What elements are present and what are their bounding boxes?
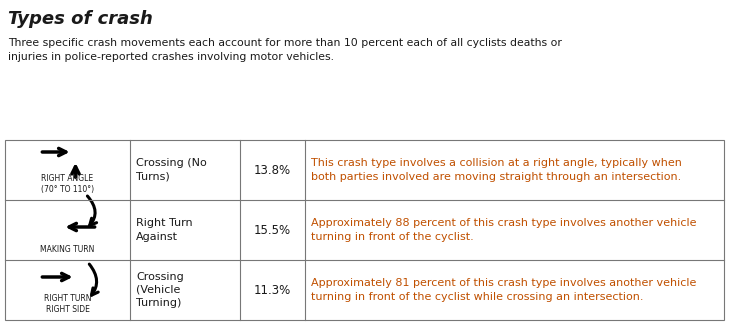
- Text: RIGHT TURN
RIGHT SIDE: RIGHT TURN RIGHT SIDE: [44, 294, 91, 314]
- Text: MAKING TURN: MAKING TURN: [40, 245, 95, 254]
- Text: Crossing (No
Turns): Crossing (No Turns): [136, 158, 207, 181]
- Text: Types of crash: Types of crash: [8, 10, 153, 28]
- Text: Right Turn
Against: Right Turn Against: [136, 218, 192, 242]
- Text: Crossing
(Vehicle
Turning): Crossing (Vehicle Turning): [136, 272, 184, 308]
- Text: Three specific crash movements each account for more than 10 percent each of all: Three specific crash movements each acco…: [8, 38, 562, 62]
- Text: Approximately 88 percent of this crash type involves another vehicle
turning in : Approximately 88 percent of this crash t…: [311, 218, 696, 242]
- Text: 11.3%: 11.3%: [254, 284, 291, 296]
- Text: This crash type involves a collision at a right angle, typically when
both parti: This crash type involves a collision at …: [311, 158, 682, 182]
- Text: 15.5%: 15.5%: [254, 224, 291, 237]
- Text: RIGHT ANGLE
(70° TO 110°): RIGHT ANGLE (70° TO 110°): [41, 174, 94, 194]
- Bar: [5, 140, 724, 320]
- Text: Approximately 81 percent of this crash type involves another vehicle
turning in : Approximately 81 percent of this crash t…: [311, 278, 696, 302]
- Text: 13.8%: 13.8%: [254, 164, 291, 177]
